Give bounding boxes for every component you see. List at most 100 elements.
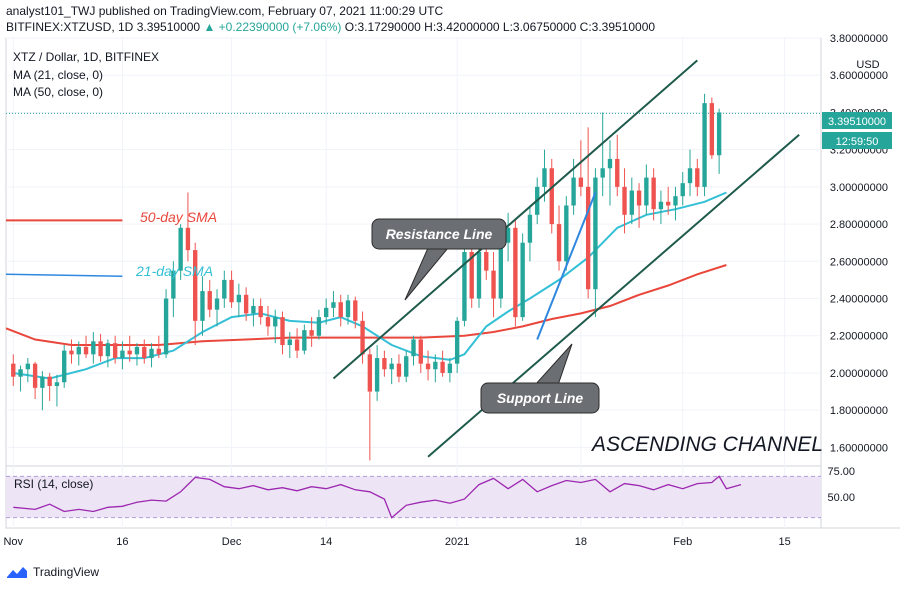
- candle-body: [316, 317, 322, 336]
- gridlines: [6, 37, 821, 528]
- time-tick-label: 18: [575, 536, 587, 548]
- candle-body: [331, 302, 336, 308]
- support-callout-pointer: [533, 343, 573, 386]
- candle-body: [476, 252, 482, 299]
- candle-body: [40, 376, 45, 388]
- candle-body: [447, 363, 453, 373]
- candle-body: [433, 361, 438, 370]
- candle-body: [11, 363, 16, 377]
- time-tick-label: Dec: [222, 536, 242, 548]
- candle-body: [243, 294, 249, 314]
- candle-body: [83, 346, 89, 355]
- candle-body: [702, 103, 707, 187]
- support-callout-box: [480, 382, 600, 414]
- candle-body: [629, 190, 634, 215]
- candle-body: [498, 242, 504, 299]
- candle-body: [76, 346, 81, 355]
- candle-body: [207, 291, 212, 310]
- candle-body: [105, 343, 111, 357]
- candle-body: [229, 279, 234, 303]
- candle-body: [374, 358, 380, 392]
- countdown-tag-value: 12:59:50: [836, 136, 879, 148]
- candle-body: [193, 250, 198, 321]
- candle-body: [622, 186, 627, 215]
- candle-body: [353, 300, 358, 321]
- candle-body: [360, 320, 365, 355]
- price-tick-label: 3.60000000: [830, 70, 888, 82]
- price-tick-label: 3.00000000: [830, 182, 888, 194]
- candle-body: [716, 112, 722, 156]
- candle-body: [396, 363, 402, 377]
- time-tick-label: 15: [778, 536, 790, 548]
- candle-body: [127, 350, 132, 355]
- ma21-line: [13, 191, 727, 380]
- candle-body: [120, 350, 125, 359]
- candle-body: [178, 227, 183, 271]
- candle-body: [171, 270, 176, 299]
- candle-body: [134, 346, 140, 355]
- candle-body: [273, 317, 278, 327]
- legend-title: XTZ / Dollar, 1D, BITFINEX: [13, 50, 159, 64]
- candle-body: [491, 270, 496, 299]
- candle-body: [287, 339, 292, 346]
- candle-body: [593, 177, 598, 290]
- last-price: 3.39510000: [136, 20, 201, 34]
- candle-body: [98, 341, 103, 357]
- currency-label: USD: [856, 59, 879, 71]
- candle-body: [695, 168, 700, 187]
- candle-body: [651, 177, 656, 210]
- candle-body: [251, 305, 256, 314]
- candle-body: [280, 317, 285, 346]
- candle-body: [185, 227, 191, 251]
- candle-body: [156, 348, 161, 355]
- candle-body: [411, 339, 416, 357]
- candle-body: [578, 177, 584, 187]
- candle-body: [687, 168, 693, 184]
- price-tick-label: 2.60000000: [830, 256, 888, 268]
- candle-body: [607, 158, 613, 169]
- candle-body: [200, 291, 205, 321]
- candle-body: [527, 214, 533, 243]
- candle-body: [644, 177, 649, 206]
- tradingview-brand: TradingView: [33, 565, 100, 579]
- support-callout: Support Line: [480, 343, 600, 414]
- candle-body: [564, 205, 569, 262]
- resistance-callout-box: [371, 218, 507, 250]
- candle-body: [484, 252, 489, 271]
- time-tick-label: 2021: [445, 536, 469, 548]
- candle-body: [680, 183, 685, 197]
- change-value: ▲ +0.22390000 (+7.06%): [203, 20, 342, 34]
- candle-body: [505, 227, 511, 243]
- time-tick-label: Feb: [673, 536, 692, 548]
- candle-body: [469, 252, 474, 299]
- candle-body: [309, 330, 314, 336]
- candle-body: [112, 343, 118, 359]
- candle-body: [615, 158, 620, 187]
- sma21-annotation: 21-day SMA: [135, 263, 213, 279]
- rsi-band-fill: [6, 476, 821, 518]
- candle-body: [425, 363, 431, 370]
- candle-body: [454, 320, 460, 364]
- time-tick-label: 14: [320, 536, 332, 548]
- price-tick-label: 2.20000000: [830, 331, 888, 343]
- time-tick-label: 16: [116, 536, 128, 548]
- last-price-tag-bg: [822, 112, 892, 129]
- candle-body: [673, 196, 678, 206]
- candle-body: [163, 298, 169, 355]
- candle-body: [367, 354, 373, 392]
- candle-body: [236, 294, 242, 303]
- candle-body: [294, 339, 300, 351]
- candle-body: [222, 279, 227, 299]
- countdown-tag-bg: [822, 132, 892, 149]
- rsi-band: [6, 475, 821, 519]
- candle-body: [666, 201, 671, 206]
- candle-body: [549, 168, 554, 225]
- candle-body: [404, 356, 409, 377]
- candle-body: [338, 302, 343, 318]
- ascending-channel-label: ASCENDING CHANNEL: [590, 433, 823, 456]
- sma21-reference-line: [5, 273, 123, 277]
- tradingview-logo[interactable]: TradingView: [6, 565, 99, 579]
- resistance-label: Resistance Line: [386, 226, 493, 242]
- resistance-callout-pointer: [404, 247, 450, 301]
